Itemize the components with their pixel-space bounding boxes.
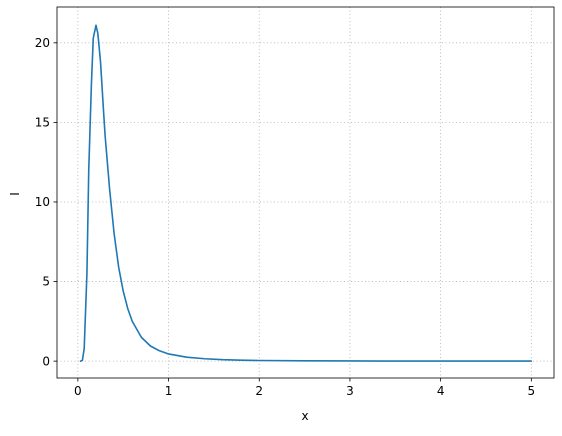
x-tick-label: 2 — [255, 384, 263, 398]
x-axis-label: x — [301, 409, 308, 423]
series-layer — [79, 24, 533, 362]
y-tick-label: 15 — [35, 116, 50, 130]
x-tick-label: 3 — [346, 384, 354, 398]
y-tick-label: 5 — [42, 275, 50, 289]
x-tick-label: 5 — [528, 384, 536, 398]
series-line — [79, 24, 533, 362]
ticks: 0 1 2 3 4 5 0 5 10 15 20 — [35, 36, 535, 398]
grid — [57, 7, 554, 378]
y-tick-label: 10 — [35, 195, 50, 209]
y-axis-label: I — [8, 192, 22, 196]
x-tick-label: 4 — [437, 384, 445, 398]
x-tick-label: 0 — [74, 384, 82, 398]
plot-frame — [56, 6, 555, 379]
x-tick-label: 1 — [165, 384, 173, 398]
y-tick-label: 20 — [35, 36, 50, 50]
y-tick-label: 0 — [42, 354, 50, 368]
axes — [56, 6, 555, 379]
